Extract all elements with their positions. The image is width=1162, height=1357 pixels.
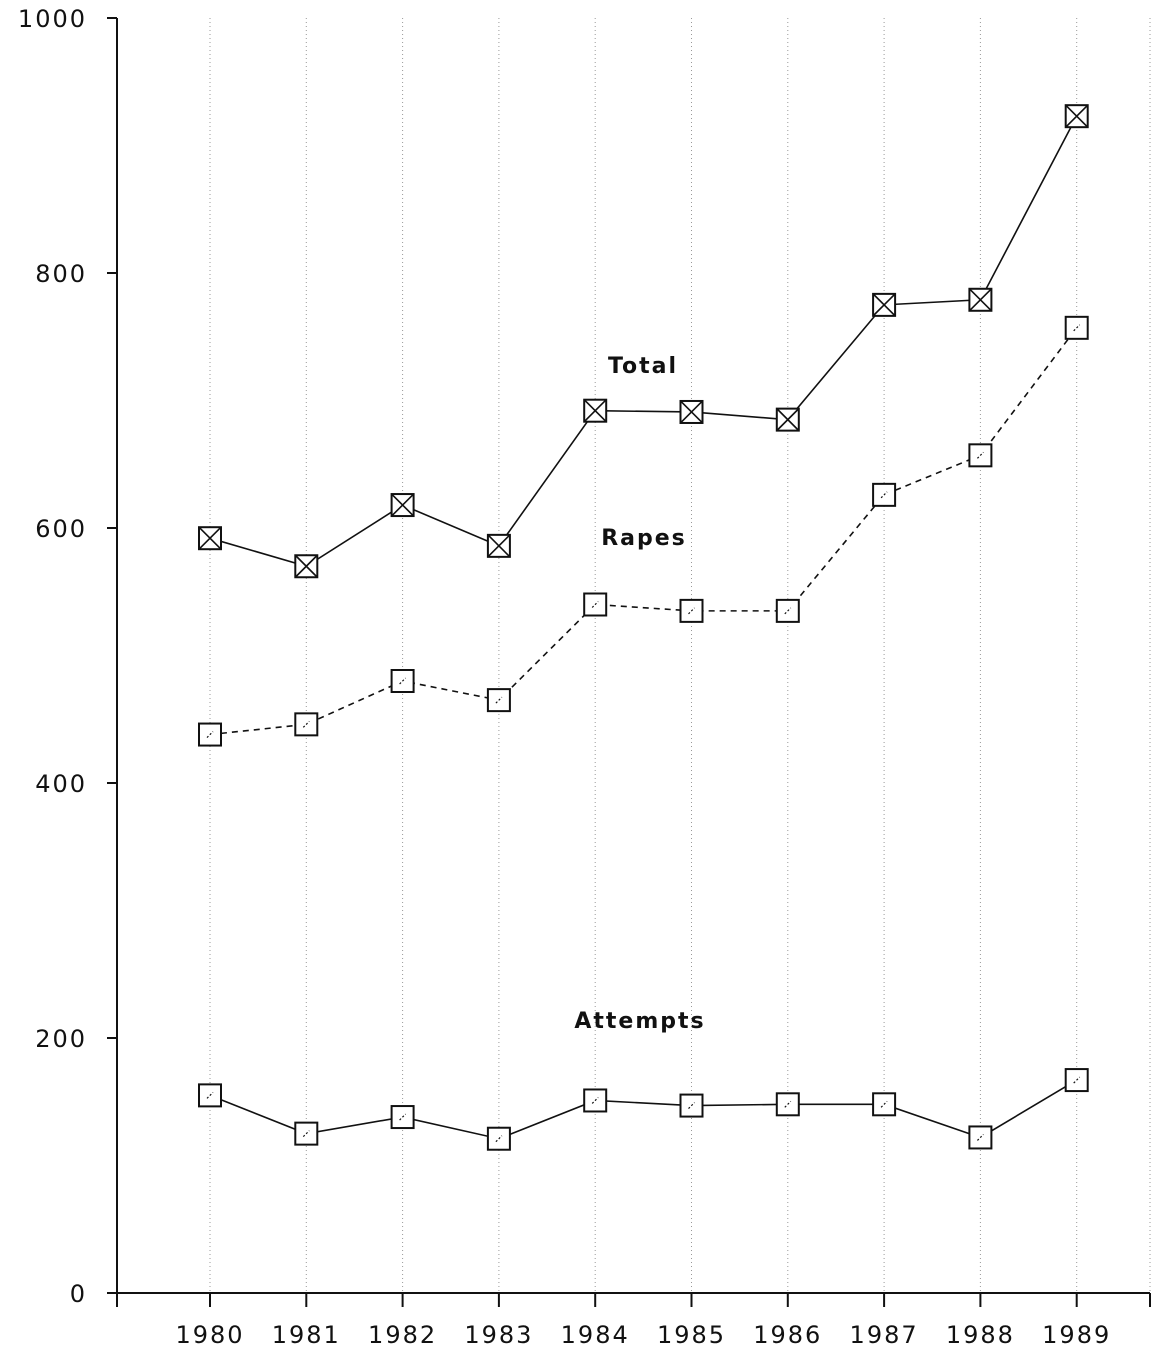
marker-inner-dash: [976, 1134, 984, 1141]
x-tick-label-1986: 1986: [753, 1321, 822, 1349]
x-tick-label-1987: 1987: [850, 1321, 919, 1349]
marker-cross-b: [198, 526, 222, 550]
data-point-attempts-1986: [775, 1092, 800, 1117]
marker-cross-b: [391, 493, 415, 517]
y-tick-label-0: 0: [70, 1280, 87, 1308]
y-tick-label-1000: 1000: [18, 5, 87, 33]
data-point-total-1981: [294, 554, 319, 579]
data-point-total-1982: [390, 493, 415, 518]
data-point-total-1985: [679, 399, 704, 424]
marker-cross-b: [294, 554, 318, 578]
x-tick-label-1983: 1983: [464, 1321, 533, 1349]
series-line-total: [209, 115, 1078, 568]
data-point-total-1986: [775, 407, 800, 432]
data-point-rapes-1987: [872, 482, 897, 507]
data-point-rapes-1985: [679, 598, 704, 623]
data-point-attempts-1987: [872, 1092, 897, 1117]
marker-inner-dash: [688, 607, 695, 615]
marker-inner-dash: [302, 1130, 310, 1138]
data-point-attempts-1980: [198, 1083, 222, 1108]
series-total: [198, 104, 1089, 579]
x-tick-label-1984: 1984: [561, 1321, 630, 1349]
marker-inner-dash: [399, 1113, 407, 1121]
x-tick-label-1981: 1981: [272, 1321, 341, 1349]
y-tick-layer: 0 200 400 600 800 1000: [18, 5, 117, 1308]
data-point-rapes-1989: [1064, 315, 1089, 340]
data-point-attempts-1988: [968, 1125, 993, 1150]
y-tick-label-400: 400: [35, 770, 87, 798]
data-point-attempts-1983: [486, 1126, 511, 1151]
marker-inner-dash: [976, 451, 984, 459]
marker-cross-b: [487, 534, 511, 558]
marker-cross-b: [968, 288, 992, 312]
y-tick-label-800: 800: [35, 260, 87, 288]
data-point-rapes-1980: [198, 722, 222, 747]
data-point-attempts-1989: [1064, 1068, 1089, 1093]
data-point-attempts-1985: [679, 1093, 704, 1118]
data-point-attempts-1981: [294, 1121, 319, 1146]
marker-inner-dash: [206, 731, 214, 738]
marker-inner-dash: [784, 607, 792, 615]
marker-inner-dash: [399, 677, 407, 685]
marker-inner-dash: [495, 1135, 503, 1143]
marker-inner-dash: [591, 601, 599, 608]
marker-inner-dash: [302, 720, 310, 728]
data-point-total-1987: [872, 292, 897, 317]
series-label-layer: Total Rapes Attempts: [574, 354, 705, 1034]
marker-inner-dash: [1073, 324, 1081, 332]
series-layer: [198, 104, 1089, 1151]
marker-cross-b: [679, 400, 704, 424]
data-point-rapes-1988: [968, 443, 993, 468]
data-point-total-1989: [1064, 104, 1089, 129]
marker-inner-dash: [880, 1100, 888, 1108]
y-tick-label-600: 600: [35, 515, 87, 543]
axis-layer: [116, 18, 1150, 1294]
data-point-rapes-1986: [775, 598, 800, 623]
x-tick-label-1980: 1980: [175, 1321, 244, 1349]
data-point-total-1988: [968, 287, 993, 312]
marker-inner-dash: [591, 1097, 599, 1104]
data-point-rapes-1983: [486, 688, 511, 713]
marker-inner-dash: [688, 1102, 695, 1109]
data-point-total-1980: [198, 526, 222, 551]
data-point-total-1983: [486, 533, 511, 558]
marker-cross-b: [583, 399, 607, 423]
data-point-rapes-1981: [294, 712, 319, 737]
series-line-attempts: [209, 1079, 1078, 1140]
marker-inner-dash: [206, 1091, 214, 1099]
marker-cross-b: [1065, 104, 1089, 128]
data-point-total-1984: [583, 398, 608, 423]
series-attempts: [198, 1068, 1089, 1151]
series-line-rapes: [209, 327, 1078, 736]
x-tick-label-1982: 1982: [368, 1321, 437, 1349]
series-label-rapes: Rapes: [601, 526, 687, 551]
series-label-attempts: Attempts: [574, 1009, 705, 1034]
x-tick-label-1985: 1985: [657, 1321, 726, 1349]
x-tick-layer: 1980 1981 1982 1983 1984 1985 1986 1987 1988 1989: [116, 1293, 1151, 1349]
marker-cross-b: [872, 293, 896, 317]
grid-layer: [209, 18, 1151, 1293]
series-rapes: [198, 315, 1089, 747]
marker-inner-dash: [784, 1100, 792, 1108]
series-label-total: Total: [608, 354, 678, 379]
data-point-rapes-1984: [583, 592, 608, 617]
data-point-rapes-1982: [390, 669, 415, 693]
data-point-attempts-1982: [390, 1105, 415, 1130]
marker-inner-dash: [880, 491, 888, 499]
marker-inner-dash: [495, 696, 503, 704]
data-point-attempts-1984: [583, 1088, 608, 1113]
marker-inner-dash: [1073, 1076, 1081, 1084]
y-tick-label-200: 200: [35, 1025, 87, 1053]
marker-cross-b: [776, 408, 800, 432]
x-tick-label-1989: 1989: [1042, 1321, 1111, 1349]
x-tick-label-1988: 1988: [946, 1321, 1015, 1349]
